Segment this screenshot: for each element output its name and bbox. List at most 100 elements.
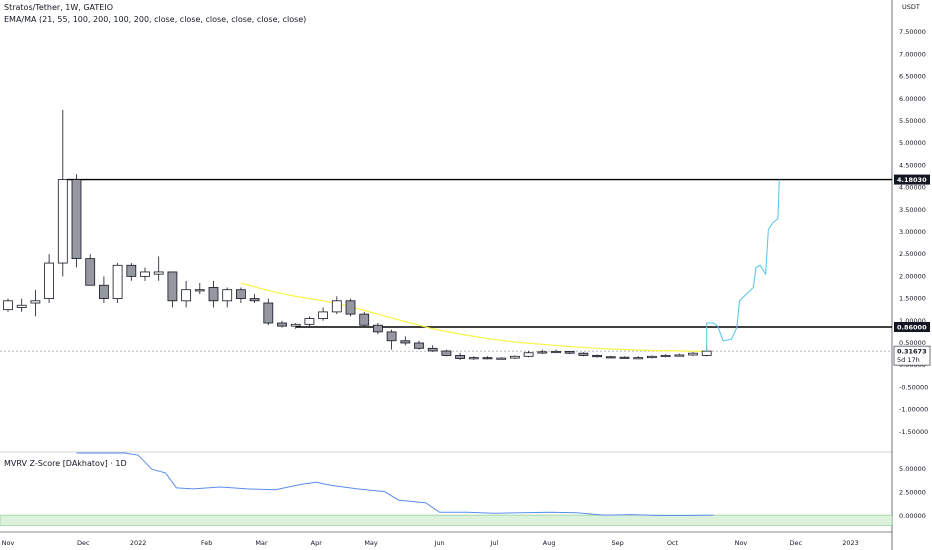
price-axis-tick: 6.50000 bbox=[899, 73, 926, 81]
time-axis-tick: 2022 bbox=[130, 539, 147, 547]
candle bbox=[140, 267, 150, 281]
candle bbox=[633, 356, 644, 360]
price-axis-tick: -0.50000 bbox=[899, 383, 928, 391]
candle-body bbox=[85, 258, 96, 286]
candle bbox=[359, 311, 370, 328]
price-axis-tick: 7.00000 bbox=[899, 50, 926, 58]
candle bbox=[660, 354, 671, 358]
projection-line bbox=[706, 179, 780, 352]
candle-body bbox=[372, 324, 383, 333]
candle-body bbox=[386, 331, 397, 342]
time-axis-tick: Sep bbox=[612, 539, 624, 547]
price-axis-tick: 4.50000 bbox=[899, 161, 926, 169]
candle bbox=[304, 316, 315, 328]
candle-body bbox=[153, 271, 164, 275]
candle bbox=[194, 283, 205, 295]
candle bbox=[647, 355, 657, 359]
candle-body bbox=[16, 304, 27, 308]
price-axis-tick: 1.50000 bbox=[899, 295, 926, 303]
candle-body bbox=[455, 355, 466, 359]
candle-body bbox=[400, 340, 411, 344]
candle-body bbox=[523, 352, 534, 357]
price-axis-tick: 2.50000 bbox=[899, 250, 926, 258]
candle-body bbox=[674, 354, 685, 357]
candle bbox=[551, 349, 561, 354]
candle bbox=[16, 298, 27, 312]
mvrv-axis-tick: 5.00000 bbox=[899, 465, 926, 473]
time-axis-tick: Oct bbox=[667, 539, 679, 547]
candle-body bbox=[537, 351, 548, 354]
candle-body bbox=[551, 351, 561, 354]
candle-body bbox=[263, 302, 274, 324]
candle-body bbox=[3, 300, 13, 311]
candle-body bbox=[222, 289, 233, 302]
candle-body bbox=[496, 357, 507, 360]
candle-body bbox=[71, 179, 82, 260]
candle bbox=[44, 254, 54, 304]
price-axis-tick: -1.00000 bbox=[899, 406, 928, 414]
price-axis-tick: 4.00000 bbox=[899, 184, 926, 192]
candle-body bbox=[345, 300, 356, 315]
candle-body bbox=[701, 350, 712, 356]
candle-body bbox=[167, 271, 178, 302]
candle bbox=[578, 352, 589, 357]
time-axis-tick: 2023 bbox=[842, 539, 859, 547]
time-axis-tick: Feb bbox=[201, 539, 213, 547]
candle-body bbox=[112, 264, 123, 299]
candle bbox=[85, 254, 96, 286]
candle-body bbox=[592, 355, 602, 358]
price-axis-tick: 6.00000 bbox=[899, 95, 926, 103]
candle bbox=[277, 320, 287, 328]
candle bbox=[71, 174, 82, 268]
candle bbox=[386, 329, 397, 350]
price-axis-tick: 3.50000 bbox=[899, 206, 926, 214]
candle-body bbox=[660, 355, 671, 358]
candle bbox=[30, 289, 41, 317]
candle bbox=[99, 276, 109, 304]
candle bbox=[414, 340, 424, 350]
last-price-badge bbox=[893, 345, 931, 366]
candle-body bbox=[427, 347, 438, 352]
mvrv-axis-tick: 2.50000 bbox=[899, 489, 926, 497]
candle bbox=[208, 280, 219, 308]
time-axis-tick: Jul bbox=[489, 539, 498, 547]
candle bbox=[482, 356, 493, 360]
candle bbox=[372, 323, 383, 335]
candle bbox=[222, 287, 233, 308]
level-price-badge bbox=[894, 322, 930, 332]
price-axis-tick: 1.00000 bbox=[899, 317, 926, 325]
time-axis-tick: Mar bbox=[255, 539, 268, 547]
candle bbox=[688, 351, 698, 356]
candle bbox=[509, 355, 520, 359]
candle bbox=[605, 355, 616, 359]
candle-body bbox=[647, 355, 657, 359]
mvrv-line bbox=[76, 452, 714, 517]
candle-body bbox=[304, 318, 315, 325]
candle bbox=[619, 356, 630, 359]
candle-body bbox=[509, 355, 520, 359]
time-axis-tick: Nov bbox=[2, 539, 15, 547]
candle-body bbox=[605, 356, 616, 359]
price-axis-tick: 0.50000 bbox=[899, 339, 926, 347]
candle bbox=[153, 256, 164, 281]
candle bbox=[345, 298, 356, 317]
candle-body bbox=[578, 352, 589, 356]
candle-body bbox=[126, 264, 137, 277]
time-axis-tick: Jun bbox=[433, 539, 444, 547]
candle bbox=[235, 287, 246, 304]
candle bbox=[57, 109, 68, 277]
candle-body bbox=[688, 352, 698, 356]
candle bbox=[537, 349, 548, 355]
indicator-legend: EMA/MA (21, 55, 100, 200, 100, 200, clos… bbox=[4, 15, 307, 24]
candle bbox=[592, 354, 602, 358]
candle-body bbox=[290, 323, 301, 327]
candle bbox=[167, 271, 178, 308]
price-axis-tick: 7.50000 bbox=[899, 28, 926, 36]
candle bbox=[468, 356, 479, 360]
candle-body bbox=[208, 287, 219, 302]
candle-body bbox=[277, 322, 287, 327]
time-axis-tick: May bbox=[364, 539, 378, 547]
price-axis-tick: 5.50000 bbox=[899, 117, 926, 125]
candle-body bbox=[57, 179, 68, 264]
